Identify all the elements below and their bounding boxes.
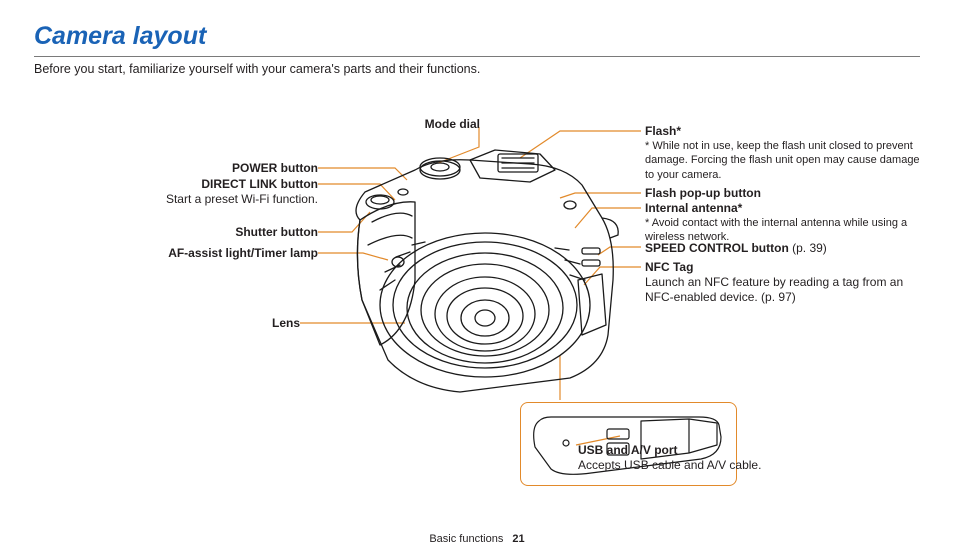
power-text: POWER button <box>232 161 318 175</box>
flash-note: * While not in use, keep the flash unit … <box>645 139 925 182</box>
camera-illustration <box>320 130 640 410</box>
flash-popup-text: Flash pop-up button <box>645 186 761 200</box>
antenna-text: Internal antenna* <box>645 201 742 215</box>
label-direct-link: DIRECT LINK button Start a preset Wi-Fi … <box>140 177 318 207</box>
af-assist-text: AF-assist light/Timer lamp <box>168 246 318 260</box>
usb-text: USB and A/V port <box>578 443 678 457</box>
label-mode-dial: Mode dial <box>300 117 480 132</box>
label-antenna: Internal antenna* * Avoid contact with t… <box>645 201 935 245</box>
lens-text: Lens <box>272 316 300 330</box>
manual-page: Camera layout Before you start, familiar… <box>0 0 954 557</box>
speed-ref: (p. 39) <box>789 241 827 255</box>
label-power: POWER button <box>140 161 318 176</box>
usb-desc: Accepts USB cable and A/V cable. <box>578 458 761 472</box>
label-flash: Flash* * While not in use, keep the flas… <box>645 124 925 182</box>
mode-dial-text: Mode dial <box>425 117 480 131</box>
label-nfc: NFC Tag Launch an NFC feature by reading… <box>645 260 925 305</box>
nfc-desc: Launch an NFC feature by reading a tag f… <box>645 275 925 305</box>
label-lens: Lens <box>200 316 300 331</box>
footer-section: Basic functions <box>429 533 503 545</box>
label-af-assist: AF-assist light/Timer lamp <box>100 246 318 261</box>
label-shutter: Shutter button <box>140 225 318 240</box>
page-footer: Basic functions 21 <box>0 533 954 545</box>
shutter-text: Shutter button <box>235 225 318 239</box>
label-usb: USB and A/V port Accepts USB cable and A… <box>578 443 838 473</box>
direct-link-text: DIRECT LINK button <box>201 177 318 191</box>
flash-text: Flash* <box>645 124 681 138</box>
direct-link-desc: Start a preset Wi-Fi function. <box>166 192 318 206</box>
nfc-text: NFC Tag <box>645 260 693 274</box>
footer-page-number: 21 <box>512 533 524 545</box>
label-flash-popup: Flash pop-up button <box>645 186 925 201</box>
label-speed: SPEED CONTROL button (p. 39) <box>645 241 925 256</box>
speed-text: SPEED CONTROL button <box>645 241 789 255</box>
